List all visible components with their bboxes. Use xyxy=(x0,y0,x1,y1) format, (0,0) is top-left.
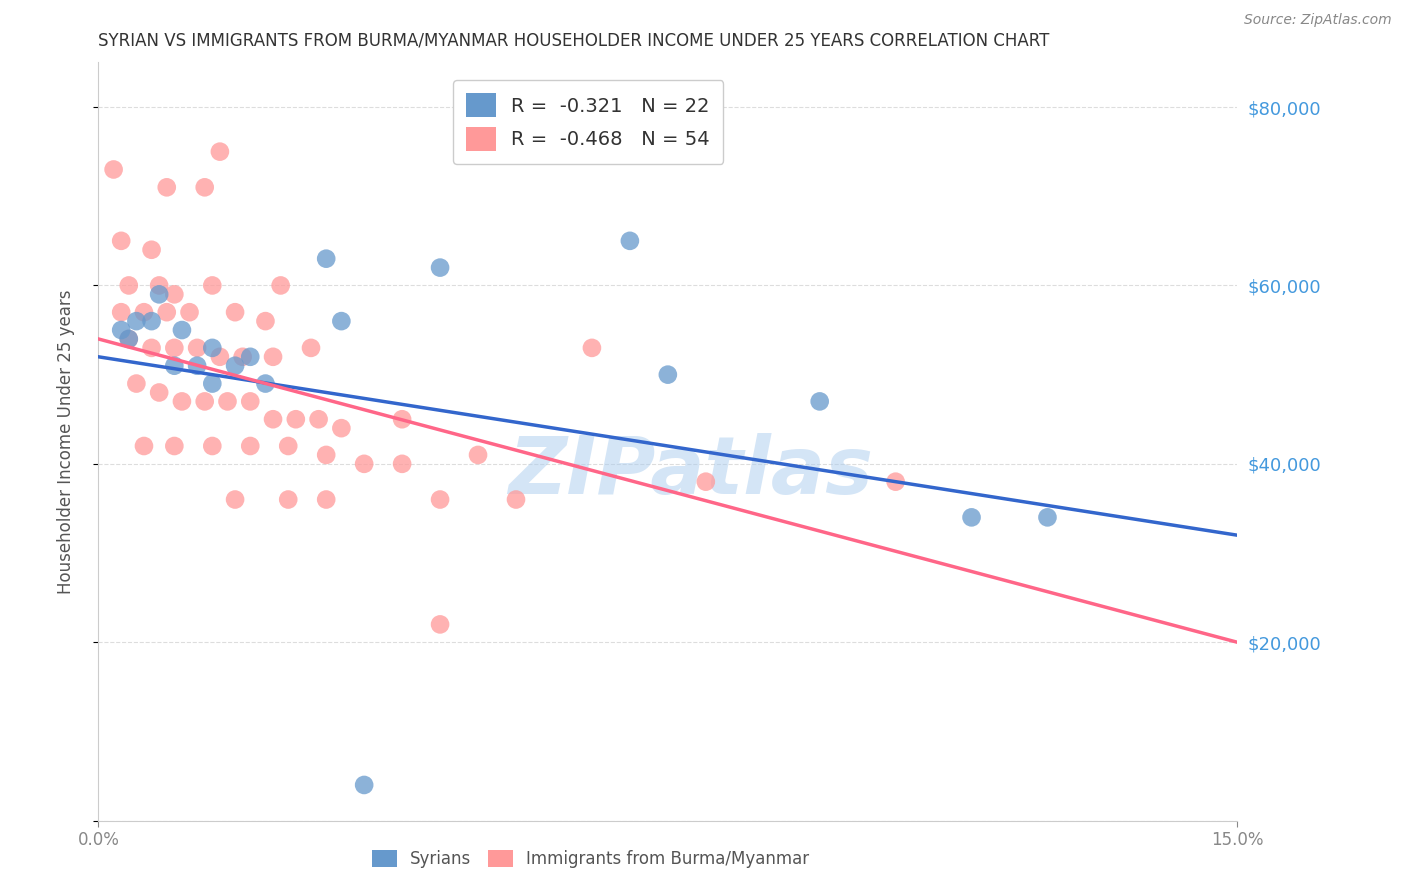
Point xyxy=(429,260,451,275)
Point xyxy=(163,359,186,373)
Point xyxy=(277,439,299,453)
Point xyxy=(217,394,239,409)
Point xyxy=(315,252,337,266)
Text: Source: ZipAtlas.com: Source: ZipAtlas.com xyxy=(1244,13,1392,28)
Point xyxy=(277,492,299,507)
Point xyxy=(201,278,224,293)
Point xyxy=(330,314,353,328)
Point xyxy=(156,180,179,194)
Point xyxy=(299,341,322,355)
Point xyxy=(179,305,201,319)
Point xyxy=(132,305,155,319)
Point xyxy=(110,305,132,319)
Point xyxy=(429,617,451,632)
Point xyxy=(960,510,983,524)
Point xyxy=(170,394,193,409)
Point xyxy=(118,332,141,346)
Point xyxy=(103,162,125,177)
Point xyxy=(254,314,277,328)
Point xyxy=(141,341,163,355)
Point xyxy=(467,448,489,462)
Point xyxy=(884,475,907,489)
Point xyxy=(232,350,254,364)
Point xyxy=(186,359,208,373)
Point xyxy=(808,394,831,409)
Point xyxy=(208,145,231,159)
Point xyxy=(201,341,224,355)
Point xyxy=(224,305,246,319)
Point xyxy=(262,350,284,364)
Point xyxy=(581,341,603,355)
Point xyxy=(186,341,208,355)
Point xyxy=(254,376,277,391)
Point xyxy=(163,341,186,355)
Point xyxy=(156,305,179,319)
Point xyxy=(239,439,262,453)
Text: SYRIAN VS IMMIGRANTS FROM BURMA/MYANMAR HOUSEHOLDER INCOME UNDER 25 YEARS CORREL: SYRIAN VS IMMIGRANTS FROM BURMA/MYANMAR … xyxy=(98,32,1050,50)
Point xyxy=(118,332,141,346)
Point xyxy=(224,492,246,507)
Point xyxy=(270,278,292,293)
Point xyxy=(239,350,262,364)
Point xyxy=(170,323,193,337)
Point xyxy=(141,314,163,328)
Point xyxy=(657,368,679,382)
Point xyxy=(201,439,224,453)
Point xyxy=(239,394,262,409)
Point xyxy=(353,778,375,792)
Point xyxy=(141,243,163,257)
Point xyxy=(163,287,186,301)
Text: ZIPatlas: ZIPatlas xyxy=(508,433,873,511)
Point xyxy=(110,323,132,337)
Point xyxy=(262,412,284,426)
Point xyxy=(208,350,231,364)
Point xyxy=(391,412,413,426)
Point xyxy=(1036,510,1059,524)
Legend: R =  -0.321   N = 22, R =  -0.468   N = 54: R = -0.321 N = 22, R = -0.468 N = 54 xyxy=(453,79,724,164)
Point xyxy=(391,457,413,471)
Point xyxy=(125,376,148,391)
Y-axis label: Householder Income Under 25 years: Householder Income Under 25 years xyxy=(56,289,75,594)
Point xyxy=(284,412,307,426)
Point xyxy=(330,421,353,435)
Point xyxy=(315,492,337,507)
Point xyxy=(695,475,717,489)
Point xyxy=(125,314,148,328)
Point xyxy=(224,359,246,373)
Point xyxy=(148,385,170,400)
Point xyxy=(148,287,170,301)
Point xyxy=(194,394,217,409)
Point xyxy=(110,234,132,248)
Point xyxy=(353,457,375,471)
Legend: Syrians, Immigrants from Burma/Myanmar: Syrians, Immigrants from Burma/Myanmar xyxy=(366,843,815,875)
Point xyxy=(429,492,451,507)
Point xyxy=(619,234,641,248)
Point xyxy=(201,376,224,391)
Point xyxy=(163,439,186,453)
Point xyxy=(315,448,337,462)
Point xyxy=(118,278,141,293)
Point xyxy=(505,492,527,507)
Point xyxy=(132,439,155,453)
Point xyxy=(148,278,170,293)
Point xyxy=(308,412,330,426)
Point xyxy=(194,180,217,194)
